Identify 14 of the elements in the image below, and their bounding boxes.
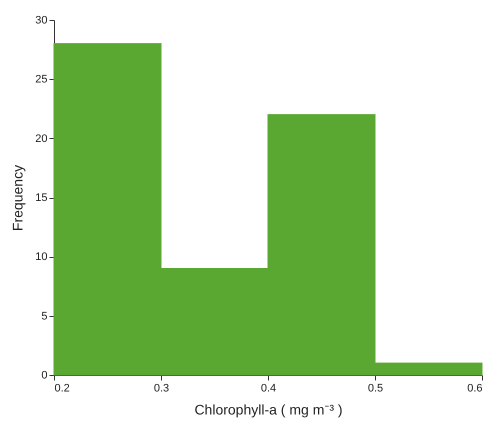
y-tick-label: 5 — [41, 310, 48, 322]
y-tick-label: 0 — [41, 370, 48, 382]
y-axis-title: Frequency — [9, 164, 26, 232]
y-tick-label: 30 — [35, 14, 48, 26]
y-tick-label: 15 — [35, 192, 48, 204]
y-tick-label: 10 — [35, 251, 48, 264]
y-tick-label: 25 — [35, 74, 48, 86]
x-tick-label: 0.5 — [368, 382, 384, 394]
x-axis-title: Chlorophyll-a ( mg m⁻³ ) — [194, 402, 343, 418]
x-tick-label: 0.6 — [467, 382, 482, 394]
x-tick-label: 0.3 — [154, 382, 170, 394]
x-tick-label: 0.4 — [260, 382, 276, 394]
y-tick-label: 20 — [35, 132, 48, 145]
x-tick-label: 0.2 — [54, 382, 70, 394]
